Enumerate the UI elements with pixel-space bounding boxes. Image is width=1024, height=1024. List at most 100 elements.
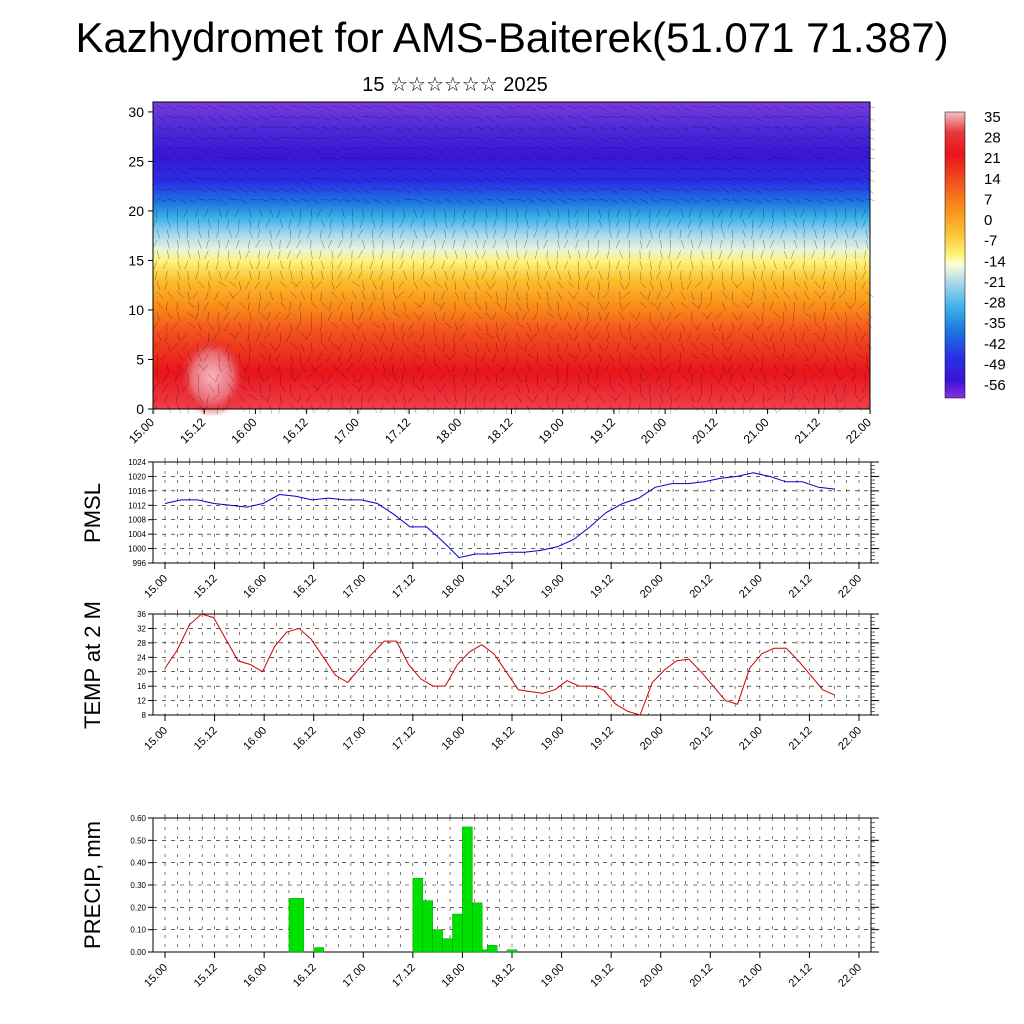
ytick-label: 0.60 <box>130 814 146 823</box>
heatmap-xtick-label: 21.00 <box>741 415 772 446</box>
colorbar: 35 28 21 14 7 0 -7 -14 -21 -28 -35 -42 -49 -56 <box>944 109 1006 399</box>
xtick-label: 20.00 <box>638 725 666 753</box>
heatmap-ytick-label: 15 <box>128 252 144 268</box>
ytick-label: 1004 <box>128 530 146 539</box>
xtick-label: 15.00 <box>142 573 170 601</box>
precip-bar <box>506 949 518 953</box>
heatmap-xtick-label: 21.12 <box>792 415 823 446</box>
heatmap-xtick-label: 20.00 <box>638 415 669 446</box>
xtick-label: 15.12 <box>192 573 220 601</box>
heatmap-xtick-label: 15.12 <box>177 415 208 446</box>
xtick-label: 17.00 <box>340 725 368 753</box>
xtick-label: 15.12 <box>192 962 220 990</box>
xtick-label: 15.00 <box>142 725 170 753</box>
xtick-label: 19.00 <box>539 962 567 990</box>
xtick-label: 19.12 <box>588 962 616 990</box>
xtick-label: 19.00 <box>539 573 567 601</box>
heatmap-ytick-label: 30 <box>128 104 144 120</box>
heatmap-ytick-label: 0 <box>136 401 144 417</box>
xtick-label: 18.12 <box>489 573 517 601</box>
heatmap-xtick-label: 18.12 <box>484 415 515 446</box>
ytick-label: 0.40 <box>130 859 146 868</box>
colorbar-label: -56 <box>984 377 1006 394</box>
xtick-label: 20.12 <box>687 573 715 601</box>
xtick-label: 17.00 <box>340 962 368 990</box>
xtick-label: 21.00 <box>737 962 765 990</box>
colorbar-scale <box>944 111 966 399</box>
precip-bar <box>462 826 473 953</box>
xtick-label: 22.00 <box>836 962 864 990</box>
ytick-label: 0.50 <box>130 836 146 845</box>
xtick-label: 19.00 <box>539 725 567 753</box>
xtick-label: 17.12 <box>390 725 418 753</box>
ytick-label: 16 <box>137 682 146 691</box>
heatmap-ytick-label: 5 <box>136 351 144 367</box>
precip-bar <box>442 938 453 953</box>
ytick-label: 1020 <box>128 472 146 481</box>
xtick-label: 15.12 <box>192 725 220 753</box>
ytick-label: 20 <box>137 668 146 677</box>
xtick-label: 22.00 <box>836 573 864 601</box>
xtick-label: 19.12 <box>588 725 616 753</box>
pmsl-line <box>164 472 836 559</box>
heatmap-ytick-label: 20 <box>128 203 144 219</box>
heatmap-xtick-label: 15.00 <box>126 415 157 446</box>
xtick-label: 15.00 <box>142 962 170 990</box>
ytick-label: 36 <box>137 610 146 619</box>
ytick-label: 1008 <box>128 516 146 525</box>
ytick-label: 32 <box>137 624 146 633</box>
precip-bar <box>486 945 498 953</box>
heatmap-xtick-label: 20.12 <box>689 415 720 446</box>
xtick-label: 21.12 <box>787 962 815 990</box>
ytick-label: 0.10 <box>130 926 146 935</box>
page-title: Kazhydromet for AMS-Baiterek(51.071 71.3… <box>75 14 949 61</box>
temp-2m-panel: 8 12 16 20 24 28 32 36 15.00 15.12 16.00 16.12 17.00… <box>80 601 879 753</box>
xtick-label: 20.12 <box>687 725 715 753</box>
heatmap-xtick-label: 19.12 <box>587 415 618 446</box>
xtick-label: 21.00 <box>737 725 765 753</box>
ytick-label: 1016 <box>128 487 146 496</box>
xtick-label: 20.00 <box>638 962 666 990</box>
colorbar-label: -28 <box>984 295 1006 312</box>
panel-frame <box>152 461 872 564</box>
precip-bar <box>452 913 463 953</box>
ytick-label: 24 <box>137 653 146 662</box>
xtick-label: 18.12 <box>489 725 517 753</box>
precip-bar <box>472 902 483 953</box>
colorbar-label: -21 <box>984 274 1006 291</box>
xtick-label: 17.12 <box>390 962 418 990</box>
ytick-label: 0.20 <box>130 903 146 912</box>
heatmap-ytick-label: 25 <box>128 153 144 169</box>
precip-bar <box>412 878 424 953</box>
xtick-label: 19.12 <box>588 573 616 601</box>
panel-ylabel: PRECIP, mm <box>80 821 105 949</box>
xtick-label: 20.00 <box>638 573 666 601</box>
heatmap-xtick-label: 17.12 <box>382 415 413 446</box>
heatmap-ytick-label: 10 <box>128 302 144 318</box>
panel-ylabel: PMSL <box>80 483 105 543</box>
heatmap-xtick-label: 22.00 <box>843 415 874 446</box>
precip-bar <box>432 929 443 953</box>
ytick-label: 12 <box>137 697 146 706</box>
heatmap-xtick-label: 19.00 <box>536 415 567 446</box>
xtick-label: 17.12 <box>390 573 418 601</box>
pmsl-panel: 996 1000 1004 1008 1012 1016 1020 1024 15.00 15.1… <box>80 458 879 601</box>
colorbar-label: 7 <box>984 191 992 208</box>
ytick-label: 28 <box>137 639 146 648</box>
colorbar-label: 21 <box>984 150 1001 167</box>
xtick-label: 16.00 <box>241 573 269 601</box>
heatmap-field <box>153 102 870 409</box>
heatmap-xtick-label: 18.00 <box>433 415 464 446</box>
xtick-label: 22.00 <box>836 725 864 753</box>
heatmap-xtick-label: 16.00 <box>228 415 259 446</box>
temperature-height-panel: 0 5 10 15 20 25 30 15.00 15.12 16.00 16.12 17.00 17.… <box>126 101 875 446</box>
colorbar-label: 14 <box>984 171 1001 188</box>
colorbar-label: 28 <box>984 130 1001 147</box>
colorbar-label: -7 <box>984 233 997 250</box>
colorbar-label: 35 <box>984 109 1001 126</box>
heatmap-xtick-label: 16.12 <box>280 415 311 446</box>
panel-frame <box>152 613 872 716</box>
heatmap-xtick-label: 17.00 <box>331 415 362 446</box>
precip-panel: 0.00 0.10 0.20 0.30 0.40 0.50 0.60 15.00 15.12 16… <box>80 814 879 990</box>
